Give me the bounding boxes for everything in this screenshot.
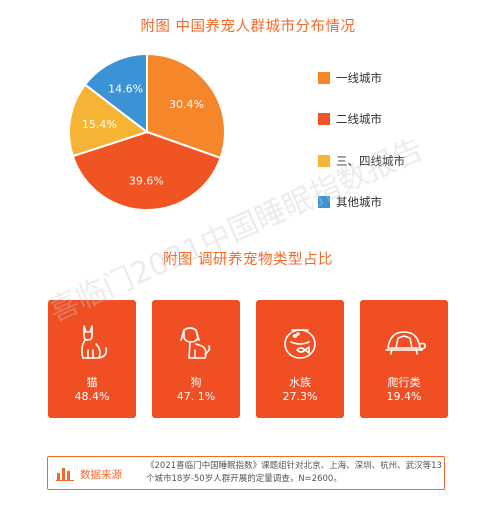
data-source-box: 数据来源 《2021喜临门中国睡眠指数》课题组针对北京、上海、深圳、杭州、武汉等…: [47, 456, 445, 490]
pet-card-label: 水族: [289, 376, 311, 389]
pie-legend: 一线城市二线城市三、四线城市 其他城市: [318, 70, 405, 236]
legend-swatch: [318, 196, 330, 208]
turtle-icon: [385, 331, 426, 355]
pie-slice-label: 14.6%: [108, 83, 143, 96]
legend-swatch: [318, 154, 330, 167]
pet-card: 水族 27.3%: [256, 300, 344, 418]
pet-card: 猫 48.4%: [48, 300, 136, 418]
cat-icon: [81, 325, 108, 359]
legend-item: 二线城市: [318, 112, 405, 127]
pet-card-value: 27.3%: [282, 390, 318, 403]
bar-chart-icon: [56, 468, 74, 481]
pet-card: 爬行类 19.4%: [360, 300, 448, 418]
pie-slice: [71, 130, 222, 211]
legend-label: 三、四线城市: [336, 153, 405, 168]
pet-card: 狗 47. 1%: [152, 300, 240, 418]
pet-card-label: 狗: [190, 376, 202, 389]
data-source-text: 《2021喜临门中国睡眠指数》课题组针对北京、上海、深圳、杭州、武汉等13个城市…: [146, 461, 442, 484]
legend-swatch: [318, 113, 330, 125]
legend-item: 三、四线城市: [318, 153, 405, 168]
pie-slice-label: 15.4%: [82, 118, 117, 131]
pet-card-label: 猫: [86, 376, 98, 389]
pet-card-value: 48.4%: [74, 390, 110, 403]
pie-slice: [146, 52, 226, 160]
legend-label: 一线城市: [336, 70, 382, 85]
dog-icon: [180, 327, 211, 359]
pie-slice-label: 39.6%: [129, 174, 164, 187]
legend-swatch: [318, 71, 330, 84]
fish-bowl-icon: [284, 329, 316, 359]
pet-card-value: 19.4%: [386, 390, 422, 403]
legend-label: 其他城市: [336, 195, 382, 209]
legend-item: 其他城市: [318, 195, 405, 210]
legend-label: 二线城市: [336, 112, 382, 126]
pet-card-label: 爬行类: [387, 376, 421, 389]
data-source-label: 数据来源: [80, 469, 122, 481]
pie-slice-label: 30.4%: [169, 98, 204, 111]
pie-slice: [68, 83, 150, 158]
pie-chart-title: 附图 中国养宠人群城市分布情况: [140, 19, 356, 35]
pet-card-value: 47. 1%: [176, 390, 216, 403]
pet-type-chart-title: 附图 调研养宠物类型占比: [162, 252, 334, 268]
pie-slice: [83, 52, 148, 135]
city-distribution-pie-chart: 30.4% 39.6% 15.4% 14.6%: [68, 52, 226, 211]
legend-item: 一线城市: [318, 70, 405, 85]
